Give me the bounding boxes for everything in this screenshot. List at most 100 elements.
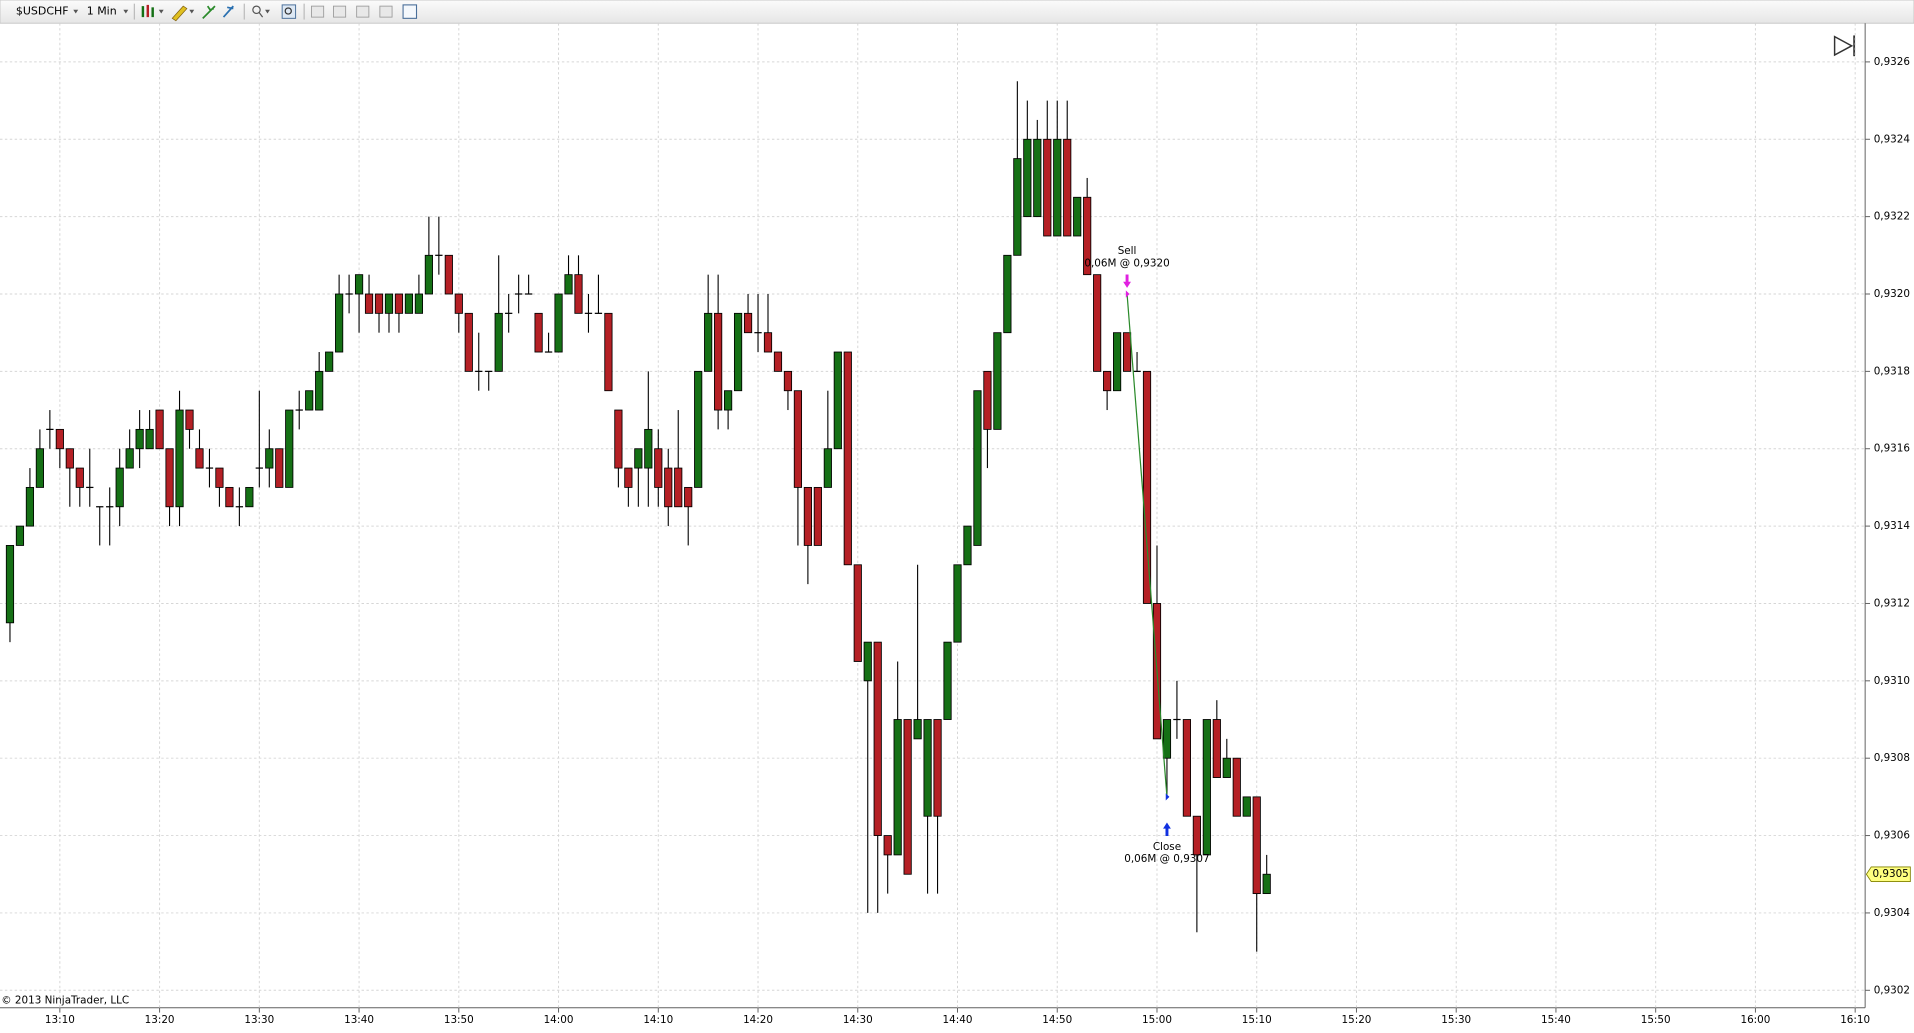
candle-body [25,486,35,527]
candle-body [1162,719,1172,759]
x-tick-label: 15:50 [1641,1014,1671,1026]
y-tick-label: 0,9306 [1874,830,1910,842]
x-tick-label: 16:10 [1840,1014,1870,1026]
candle-body [1133,370,1141,372]
candle-body [1043,138,1052,237]
candle-body [1232,757,1241,817]
candle-body [1222,757,1231,778]
candle-body [763,332,773,353]
candle-body [524,293,533,295]
y-tick-label: 0,9322 [1874,211,1910,223]
candle-body [444,254,453,295]
candle-body [195,448,204,469]
dropdown-arrow [73,9,79,14]
y-tick-label: 0,9302 [1874,984,1910,996]
candle-body [823,448,832,488]
candle-body [325,351,334,372]
candle-body [1063,138,1072,237]
candle-body [475,370,483,372]
dropdown-arrow [123,9,129,14]
x-tick-label: 15:40 [1541,1014,1571,1026]
candle-body [65,448,74,469]
candle-body [135,428,144,450]
candle-body [953,564,962,643]
candle-body [295,409,303,411]
candle-body [255,467,263,469]
strategy-button[interactable] [222,5,234,18]
candle-body [1262,873,1271,895]
candle-body [505,312,513,314]
candle-body [215,467,224,488]
candle-body [225,486,234,508]
execution-marker [1125,290,1130,298]
candle-body [1122,332,1132,372]
drawing-tool-button[interactable] [171,5,195,22]
candle-body [315,370,324,411]
x-tick-label: 15:20 [1342,1014,1372,1026]
candle-body [1142,370,1152,604]
candle-body [754,332,762,334]
execution-detail: 0,06M @ 0,9307 [1124,853,1209,865]
indicator-button[interactable] [202,5,216,19]
candle-body [1182,719,1192,817]
scroll-to-end-button[interactable] [1833,35,1856,57]
candle-body [115,467,124,508]
candle-body [1112,332,1122,392]
candle-body [594,312,603,314]
candle-body [714,312,723,411]
candle-body [345,293,353,295]
candle-body [1023,138,1032,218]
candle-body [973,390,982,546]
candle-body [933,719,942,817]
x-tick-label: 14:20 [743,1014,773,1026]
execution-marker [1165,793,1170,801]
candle-body [534,312,543,353]
chart-style-button[interactable] [141,4,164,18]
candle-body [833,351,842,450]
candle-body [424,254,433,295]
candle-body [305,390,314,411]
candle-body [514,293,523,295]
properties-buttons[interactable] [311,4,418,19]
x-tick-label: 15:30 [1441,1014,1471,1026]
y-tick-label: 0,9314 [1874,520,1911,532]
candle-body [155,409,164,450]
y-tick-label: 0,9310 [1874,675,1910,687]
plot-area [5,81,1271,952]
candle-body [783,370,793,392]
instrument-selector[interactable]: $USDCHF [16,5,69,18]
candle-body [185,409,194,430]
candle-body [813,486,822,546]
y-tick-label: 0,9304 [1874,907,1911,919]
candle-body [384,293,394,314]
candle-body [165,448,174,508]
candle-body [145,428,154,450]
candle-body [464,312,473,372]
interval-selector[interactable]: 1 Min [87,5,117,18]
candle-body [1192,815,1201,856]
candle-body [435,254,443,256]
y-tick-label: 0,9316 [1874,443,1910,455]
candle-body [1242,796,1251,817]
zoom-button[interactable] [281,4,297,19]
execution-arrow [1163,822,1171,836]
candle-body [494,312,503,372]
candle-body [1103,370,1112,392]
candle-body [265,448,274,469]
candle-body [5,545,15,624]
candle-body [1093,274,1102,372]
y-tick-label: 0,9308 [1874,752,1910,764]
candle-body [46,428,54,431]
candle-body [574,274,583,314]
candle-body [604,312,613,392]
execution-action: Sell [1118,245,1137,257]
x-tick-label: 13:20 [145,1014,175,1026]
candle-body [773,351,783,372]
x-tick-label: 13:30 [244,1014,274,1026]
execution-action: Close [1153,841,1181,853]
cursor-button[interactable] [252,5,270,18]
candle-body [724,390,733,411]
candle-body [354,274,364,295]
candle-body [664,467,673,508]
